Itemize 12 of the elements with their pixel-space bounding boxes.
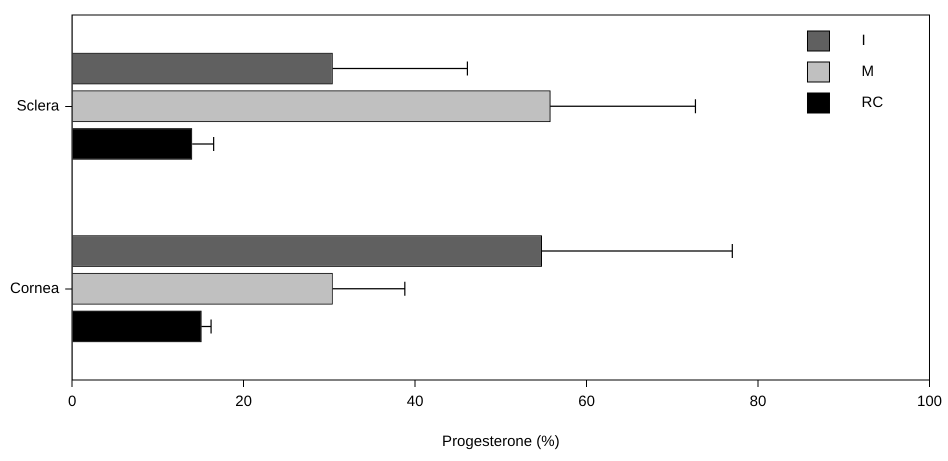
x-tick-label: 60 — [578, 393, 595, 410]
legend-label: RC — [861, 94, 884, 112]
x-tick-label: 20 — [235, 393, 252, 410]
x-tick-label: 40 — [406, 393, 424, 410]
x-tick-label: 100 — [916, 393, 942, 410]
x-tick-label: 0 — [68, 393, 76, 410]
y-tick-label: Sclera — [16, 97, 60, 114]
y-tick-label: Cornea — [10, 280, 60, 297]
legend-label: M — [861, 63, 874, 80]
x-axis-title: Progesterone (%) — [442, 433, 560, 450]
x-tick-label: 80 — [750, 393, 766, 410]
legend-label: I — [861, 32, 866, 50]
